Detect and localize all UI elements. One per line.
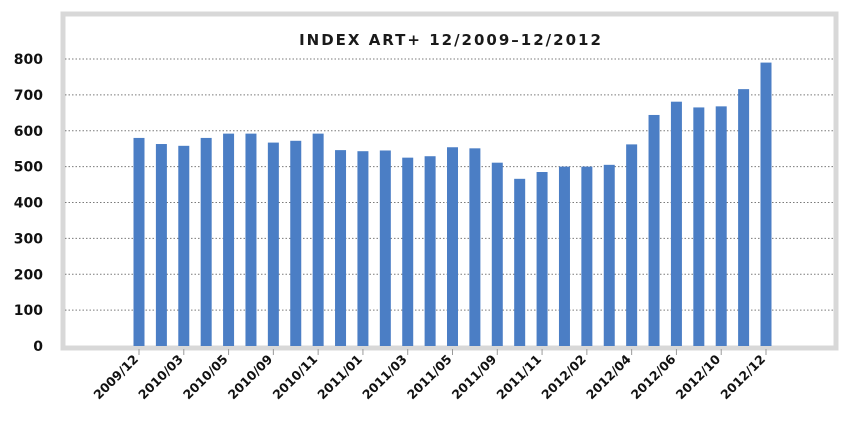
bar xyxy=(603,164,615,346)
x-tick-label: 2011/11 xyxy=(493,352,544,403)
bar xyxy=(245,133,257,346)
bar xyxy=(357,151,369,346)
y-tick-label: 500 xyxy=(14,160,43,176)
y-axis-tick-labels: 0 100 200 300 400 500 600 700 800 xyxy=(14,52,43,355)
bar xyxy=(626,144,638,346)
bar xyxy=(514,178,526,346)
bar xyxy=(200,137,212,346)
x-tick-label: 2012/10 xyxy=(673,351,724,402)
x-tick-label: 2010/05 xyxy=(180,352,231,403)
x-tick-label: 2012/12 xyxy=(717,352,768,403)
y-tick-label: 300 xyxy=(14,231,43,247)
bar xyxy=(335,150,347,346)
bar xyxy=(491,162,503,346)
x-tick-label: 2012/06 xyxy=(628,351,679,402)
x-tick-label: 2011/01 xyxy=(314,352,365,403)
bar xyxy=(536,172,548,346)
bar xyxy=(223,133,235,346)
bar xyxy=(155,144,167,346)
y-tick-label: 0 xyxy=(33,339,43,355)
x-tick-label: 2010/03 xyxy=(135,352,186,403)
bar xyxy=(267,142,279,346)
x-tick-label: 2009/12 xyxy=(90,352,141,403)
y-tick-label: 800 xyxy=(14,52,43,68)
gridlines xyxy=(65,58,834,311)
bar xyxy=(402,157,414,346)
bar xyxy=(670,101,682,346)
bar xyxy=(447,147,458,346)
bar xyxy=(648,114,660,346)
x-tick-label: 2011/03 xyxy=(359,352,410,403)
x-tick-label: 2012/04 xyxy=(583,351,634,402)
bar xyxy=(760,62,772,347)
bar xyxy=(581,166,593,346)
bar xyxy=(290,140,302,346)
x-tick-label: 2010/11 xyxy=(270,352,321,403)
bar xyxy=(133,137,145,346)
bar xyxy=(379,150,391,346)
chart-title: INDEX ART+ 12/2009–12/2012 xyxy=(299,31,603,49)
bar xyxy=(178,145,190,346)
x-axis-tick-labels: 2009/122010/032010/052010/092010/112011/… xyxy=(90,349,768,402)
x-tick-label: 2010/09 xyxy=(225,352,276,403)
y-tick-label: 400 xyxy=(14,196,43,212)
bar xyxy=(693,107,705,347)
y-tick-label: 700 xyxy=(14,88,43,104)
y-tick-label: 200 xyxy=(14,267,43,283)
x-tick-label: 2012/02 xyxy=(538,352,589,403)
x-tick-label: 2011/09 xyxy=(449,352,500,403)
bar xyxy=(715,106,727,346)
bar xyxy=(558,166,570,346)
bar xyxy=(424,156,436,346)
bar xyxy=(469,148,481,346)
bars xyxy=(133,62,772,347)
bar xyxy=(312,133,324,346)
bar xyxy=(738,89,750,346)
x-tick-label: 2011/05 xyxy=(404,352,455,403)
y-tick-label: 100 xyxy=(14,303,43,319)
y-tick-label: 600 xyxy=(14,124,43,140)
